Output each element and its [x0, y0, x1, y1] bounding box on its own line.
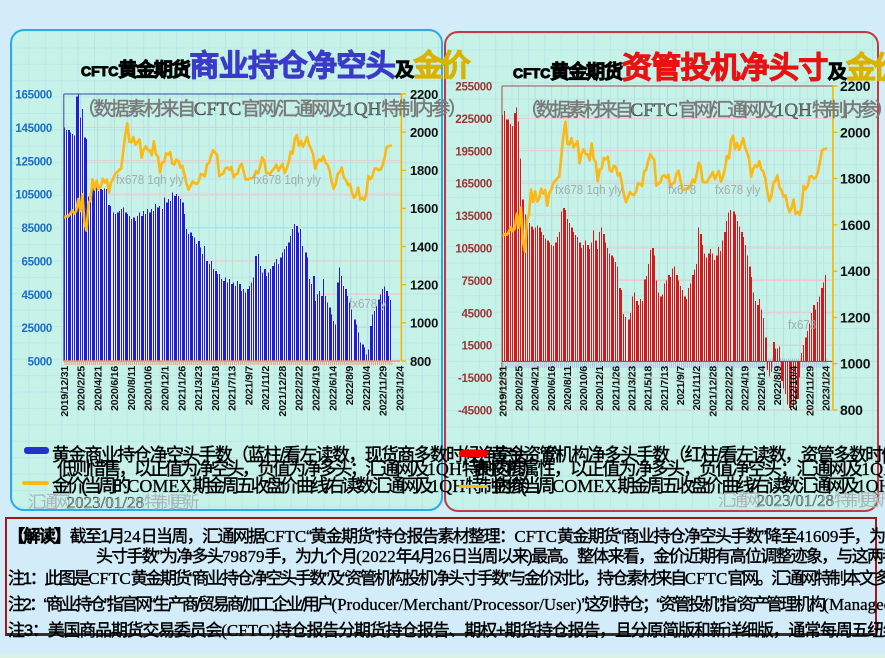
svg-text:85000: 85000	[22, 223, 52, 235]
svg-text:1600: 1600	[410, 201, 438, 216]
svg-text:2020/12/1: 2020/12/1	[159, 366, 171, 411]
svg-text:2021/9/7: 2021/9/7	[243, 366, 255, 406]
svg-text:800: 800	[840, 402, 863, 418]
svg-text:1200: 1200	[840, 309, 871, 325]
svg-text:225000: 225000	[455, 114, 492, 126]
svg-text:45000: 45000	[462, 308, 492, 320]
svg-text:2022/10/4: 2022/10/4	[361, 366, 373, 411]
svg-text:1000: 1000	[840, 356, 871, 372]
svg-text:2021/11/2: 2021/11/2	[260, 366, 272, 411]
svg-text:1800: 1800	[840, 171, 871, 187]
svg-text:145000: 145000	[15, 123, 52, 135]
svg-text:75000: 75000	[462, 276, 492, 288]
svg-text:2021/9/7: 2021/9/7	[675, 366, 687, 406]
svg-text:2021/5/18: 2021/5/18	[210, 366, 222, 411]
svg-text:25000: 25000	[22, 323, 52, 335]
svg-text:2021/7/13: 2021/7/13	[659, 366, 671, 411]
svg-text:195000: 195000	[455, 146, 492, 158]
svg-text:2000: 2000	[840, 124, 871, 140]
svg-text:2020/12/1: 2020/12/1	[594, 366, 606, 411]
svg-text:2020/6/16: 2020/6/16	[109, 366, 121, 411]
svg-text:165000: 165000	[455, 179, 492, 191]
svg-text:2021/5/18: 2021/5/18	[643, 366, 655, 411]
svg-text:2020/2/25: 2020/2/25	[513, 366, 525, 411]
svg-text:2020/4/21: 2020/4/21	[92, 366, 104, 411]
svg-text:5000: 5000	[28, 357, 52, 369]
svg-text:2022/10/4: 2022/10/4	[788, 366, 800, 411]
svg-text:2021/1/26: 2021/1/26	[176, 366, 188, 411]
svg-text:2020/10/6: 2020/10/6	[143, 366, 155, 411]
svg-text:1400: 1400	[410, 239, 438, 254]
svg-text:1800: 1800	[410, 163, 438, 178]
svg-text:15000: 15000	[462, 341, 492, 353]
svg-text:2022/6/14: 2022/6/14	[327, 366, 339, 411]
svg-text:2022/6/14: 2022/6/14	[756, 366, 768, 411]
svg-text:2021/3/23: 2021/3/23	[627, 366, 639, 411]
svg-text:2020/8/11: 2020/8/11	[126, 366, 138, 411]
svg-text:2020/2/25: 2020/2/25	[76, 366, 88, 411]
svg-text:2022/4/19: 2022/4/19	[740, 366, 752, 411]
svg-text:2021/1/26: 2021/1/26	[610, 366, 622, 411]
svg-text:2021/12/28: 2021/12/28	[707, 366, 719, 417]
svg-text:165000: 165000	[15, 90, 52, 102]
svg-text:-15000: -15000	[458, 373, 492, 385]
svg-text:2023/1/24: 2023/1/24	[820, 366, 832, 411]
svg-text:800: 800	[410, 354, 431, 369]
svg-text:1000: 1000	[410, 316, 438, 331]
svg-text:1600: 1600	[840, 217, 871, 233]
svg-text:2021/11/2: 2021/11/2	[691, 366, 703, 411]
svg-text:2022/2/22: 2022/2/22	[723, 366, 735, 411]
svg-text:2019/12/31: 2019/12/31	[497, 366, 509, 417]
svg-text:105000: 105000	[15, 190, 52, 202]
svg-text:65000: 65000	[22, 256, 52, 268]
svg-text:2022/8/9: 2022/8/9	[772, 366, 784, 406]
svg-text:2000: 2000	[410, 125, 438, 140]
svg-text:-45000: -45000	[458, 406, 492, 418]
svg-text:2020/8/11: 2020/8/11	[562, 366, 574, 411]
svg-text:2022/11/29: 2022/11/29	[378, 366, 390, 416]
svg-text:2023/1/24: 2023/1/24	[394, 366, 406, 411]
svg-text:2022/11/29: 2022/11/29	[804, 366, 816, 416]
svg-text:2022/4/19: 2022/4/19	[311, 366, 323, 411]
svg-text:2022/2/22: 2022/2/22	[294, 366, 306, 411]
svg-text:2020/6/16: 2020/6/16	[546, 366, 558, 411]
svg-text:2021/12/28: 2021/12/28	[277, 366, 289, 417]
svg-text:255000: 255000	[455, 82, 492, 94]
svg-text:2021/7/13: 2021/7/13	[227, 366, 239, 411]
svg-text:135000: 135000	[455, 211, 492, 223]
svg-text:2020/10/6: 2020/10/6	[578, 366, 590, 411]
svg-text:2020/4/21: 2020/4/21	[530, 366, 542, 411]
svg-text:1400: 1400	[840, 263, 871, 279]
svg-text:2022/8/9: 2022/8/9	[344, 366, 356, 406]
svg-text:1200: 1200	[410, 278, 438, 293]
svg-text:45000: 45000	[22, 290, 52, 302]
svg-text:105000: 105000	[455, 244, 492, 256]
svg-text:125000: 125000	[15, 156, 52, 168]
svg-text:2021/3/23: 2021/3/23	[193, 366, 205, 411]
svg-text:2200: 2200	[410, 87, 438, 102]
svg-text:2200: 2200	[840, 78, 871, 94]
svg-text:2019/12/31: 2019/12/31	[59, 366, 71, 417]
